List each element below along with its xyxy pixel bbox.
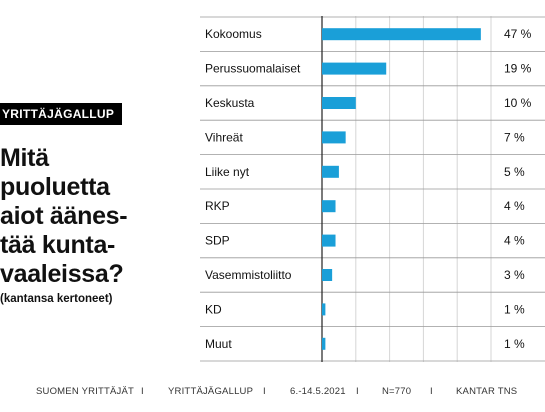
bar-chart: Kokoomus 47 % Perussuomalaiset 19 % Keskusta…	[200, 16, 545, 362]
bar	[322, 269, 333, 281]
footer-separator: I	[263, 386, 266, 397]
question-line-3: aiot äänes-	[0, 202, 128, 230]
category-label: RKP	[205, 199, 230, 213]
survey-tag: YRITTÄJÄGALLUP	[0, 103, 123, 125]
category-label: Kokoomus	[205, 27, 262, 41]
bar	[322, 97, 356, 109]
value-label: 10 %	[504, 96, 532, 110]
bar	[322, 28, 481, 41]
value-label: 4 %	[504, 199, 525, 213]
value-label: 3 %	[504, 268, 525, 282]
value-label: 5 %	[504, 165, 525, 179]
question-line-5: vaaleissa?	[0, 260, 124, 288]
footer-item: SUOMEN YRITTÄJÄT	[36, 386, 135, 397]
footer-item: N=770	[382, 386, 412, 397]
bar	[322, 131, 346, 144]
footer-separator: I	[430, 386, 433, 397]
value-label: 1 %	[504, 302, 525, 316]
footer-separator: I	[141, 386, 144, 397]
footer-item: YRITTÄJÄGALLUP	[168, 386, 254, 397]
value-label: 47 %	[504, 27, 532, 41]
footer-separator: I	[356, 386, 359, 397]
category-label: Keskusta	[205, 96, 255, 110]
value-label: 7 %	[504, 130, 525, 144]
category-label: Vasemmistoliitto	[205, 268, 292, 282]
category-label: SDP	[205, 234, 230, 248]
question-subtext: (kantansa kertoneet)	[0, 293, 113, 305]
bar	[322, 200, 336, 213]
footer-item: 6.-14.5.2021	[290, 386, 346, 397]
question-line-4: tää kunta-	[0, 231, 116, 259]
question-line-2: puoluetta	[0, 173, 110, 201]
bar	[322, 337, 326, 350]
category-label: Liike nyt	[205, 165, 250, 179]
category-label: Perussuomalaiset	[205, 62, 301, 76]
bar	[322, 303, 326, 316]
category-label: Muut	[205, 337, 232, 351]
value-label: 1 %	[504, 337, 525, 351]
value-label: 4 %	[504, 234, 525, 248]
category-label: Vihreät	[205, 130, 243, 144]
value-label: 19 %	[504, 62, 532, 76]
question-line-1: Mitä	[0, 144, 49, 172]
bar	[322, 234, 336, 247]
bar	[322, 165, 339, 178]
bar	[322, 62, 387, 75]
footer-item: KANTAR TNS	[456, 386, 518, 397]
category-label: KD	[205, 302, 222, 316]
